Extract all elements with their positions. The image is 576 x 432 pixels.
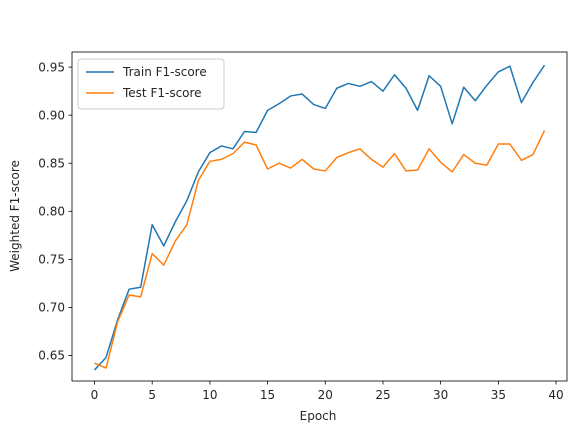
legend: Train F1-score Test F1-score xyxy=(77,58,225,110)
y-tick-label: 0.80 xyxy=(38,205,65,219)
y-tick-label: 0.65 xyxy=(38,349,65,363)
x-tick-label: 5 xyxy=(148,388,156,402)
series-line-1 xyxy=(94,130,546,369)
x-tick-label: 35 xyxy=(491,388,506,402)
x-axis-label: Epoch xyxy=(300,409,337,423)
y-axis-label: Weighted F1-score xyxy=(8,160,22,272)
y-tick-label: 0.85 xyxy=(38,156,65,170)
legend-label-1: Test F1-score xyxy=(122,86,202,100)
x-tick-label: 10 xyxy=(202,388,217,402)
x-tick-label: 30 xyxy=(433,388,448,402)
axes: 0 5 10 15 20 25 30 35 40 0.65 0.70 0.75 0.80 0.85 0.90… xyxy=(38,51,568,402)
plot-frame xyxy=(71,51,568,382)
x-tick-label: 20 xyxy=(318,388,333,402)
x-tick-label: 15 xyxy=(260,388,275,402)
series-line-0 xyxy=(93,64,546,371)
legend-box xyxy=(77,58,225,110)
legend-label-0: Train F1-score xyxy=(122,65,207,79)
y-tick-label: 0.95 xyxy=(38,60,65,74)
x-tick-label: 0 xyxy=(91,388,99,402)
x-tick-label: 40 xyxy=(548,388,563,402)
x-tick-label: 25 xyxy=(375,388,390,402)
y-tick-label: 0.75 xyxy=(38,253,65,267)
y-tick-label: 0.90 xyxy=(38,108,65,122)
y-tick-label: 0.70 xyxy=(38,301,65,315)
plot-area xyxy=(93,64,546,371)
